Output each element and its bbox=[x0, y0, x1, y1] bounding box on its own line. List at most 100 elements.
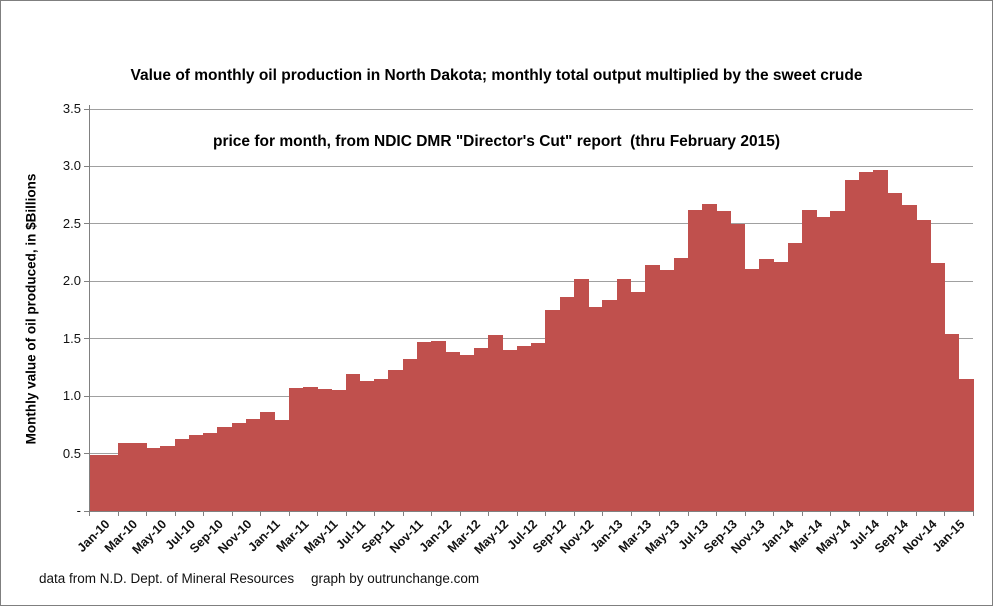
bar bbox=[274, 420, 290, 511]
gridline bbox=[89, 165, 973, 167]
bar bbox=[759, 259, 774, 511]
bar bbox=[930, 262, 946, 511]
x-tick bbox=[431, 511, 433, 516]
y-tick-label: 0.5 bbox=[62, 445, 81, 461]
chart-title-line-1: Value of monthly oil production in North… bbox=[130, 67, 863, 84]
bar bbox=[459, 354, 475, 511]
bar bbox=[231, 422, 247, 511]
bar bbox=[816, 216, 831, 511]
bar bbox=[531, 343, 546, 511]
x-tick bbox=[830, 511, 832, 516]
x-tick bbox=[602, 511, 604, 516]
x-tick bbox=[687, 511, 689, 516]
bar bbox=[402, 359, 418, 511]
bar bbox=[873, 169, 889, 511]
bar bbox=[217, 427, 233, 511]
bar bbox=[559, 297, 575, 511]
x-tick bbox=[459, 511, 461, 516]
x-tick bbox=[630, 511, 632, 516]
bar bbox=[374, 378, 389, 511]
y-tick bbox=[84, 165, 89, 167]
x-tick bbox=[146, 511, 148, 516]
x-tick bbox=[488, 511, 490, 516]
bar bbox=[944, 334, 960, 511]
gridline bbox=[89, 108, 973, 110]
x-tick bbox=[573, 511, 575, 516]
bar bbox=[702, 204, 717, 511]
x-tick bbox=[659, 511, 661, 516]
bar bbox=[317, 389, 332, 511]
bar bbox=[473, 347, 489, 511]
y-tick-label: - bbox=[76, 503, 81, 518]
x-tick bbox=[345, 511, 347, 516]
bar bbox=[416, 342, 432, 511]
x-tick bbox=[203, 511, 205, 516]
y-tick-label: 1.5 bbox=[62, 330, 81, 346]
x-tick bbox=[402, 511, 404, 516]
chart-title-line-2: price for month, from NDIC DMR "Director… bbox=[213, 133, 780, 150]
gridline bbox=[89, 280, 973, 282]
bar bbox=[673, 258, 689, 511]
bar bbox=[146, 447, 161, 511]
bar bbox=[844, 180, 860, 511]
bar bbox=[858, 172, 874, 511]
bar bbox=[188, 435, 204, 511]
y-tick bbox=[84, 223, 89, 225]
bar bbox=[801, 210, 817, 511]
y-tick-label: 2.0 bbox=[62, 273, 81, 289]
bar bbox=[488, 335, 504, 511]
bar bbox=[288, 388, 304, 511]
bar bbox=[659, 269, 675, 511]
x-tick bbox=[174, 511, 176, 516]
bar bbox=[516, 345, 532, 511]
bar bbox=[744, 268, 760, 511]
x-tick bbox=[716, 511, 718, 516]
bar bbox=[359, 381, 375, 511]
y-tick-label: 3.5 bbox=[62, 101, 81, 116]
bar bbox=[887, 192, 903, 511]
bar bbox=[645, 265, 660, 511]
footer-credit-note: graph by outrunchange.com bbox=[311, 571, 480, 586]
y-tick bbox=[84, 280, 89, 282]
x-tick bbox=[915, 511, 917, 516]
bar bbox=[915, 220, 931, 511]
bar bbox=[630, 291, 646, 511]
bar bbox=[174, 438, 190, 511]
gridline bbox=[89, 338, 973, 340]
x-tick bbox=[545, 511, 547, 516]
x-tick bbox=[260, 511, 262, 516]
x-tick bbox=[887, 511, 889, 516]
bar bbox=[545, 310, 561, 511]
y-tick-label: 3.0 bbox=[62, 158, 81, 174]
bar bbox=[245, 419, 261, 511]
gridline bbox=[89, 223, 973, 225]
y-axis-line bbox=[89, 105, 90, 516]
bar bbox=[716, 211, 732, 511]
bar bbox=[445, 352, 461, 511]
y-tick-label: 2.5 bbox=[62, 215, 81, 231]
bar bbox=[602, 299, 618, 511]
footer-source-note: data from N.D. Dept. of Mineral Resource… bbox=[39, 571, 295, 586]
x-tick bbox=[858, 511, 860, 516]
bar bbox=[260, 412, 275, 511]
bar bbox=[388, 369, 404, 511]
x-tick bbox=[117, 511, 119, 516]
y-tick bbox=[84, 395, 89, 397]
x-tick bbox=[288, 511, 290, 516]
y-tick bbox=[84, 108, 89, 110]
bar bbox=[203, 432, 218, 511]
bar bbox=[687, 210, 703, 511]
bar bbox=[103, 454, 119, 511]
bar bbox=[502, 350, 518, 511]
bar bbox=[901, 205, 917, 511]
chart-title: Value of monthly oil production in North… bbox=[1, 21, 992, 197]
bar bbox=[773, 261, 789, 511]
y-tick-label: 1.0 bbox=[62, 388, 81, 404]
x-tick bbox=[773, 511, 775, 516]
y-tick bbox=[84, 338, 89, 340]
x-axis-line bbox=[89, 511, 974, 512]
bar bbox=[830, 211, 846, 511]
x-tick bbox=[231, 511, 233, 516]
